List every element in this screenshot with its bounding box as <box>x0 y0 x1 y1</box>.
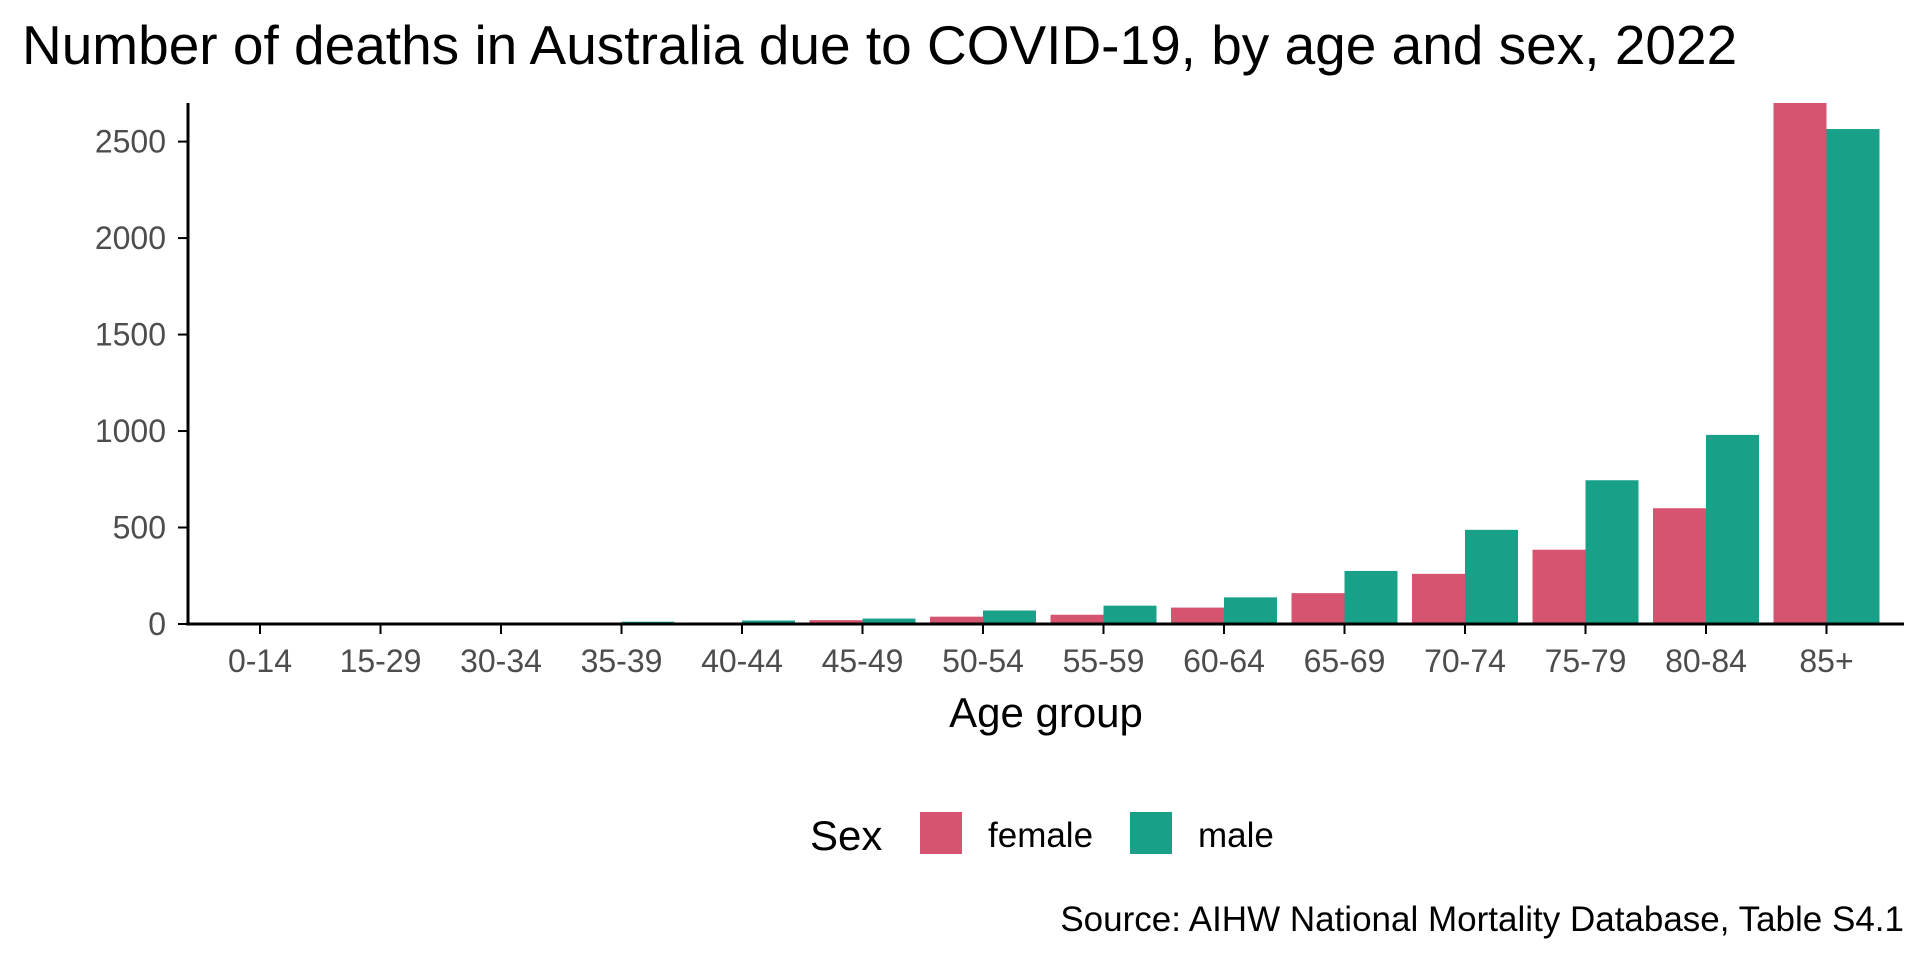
bar-male-65-69 <box>1344 570 1398 624</box>
bar-male-85+ <box>1826 129 1880 625</box>
x-tick-label-30-34: 30-34 <box>460 643 542 679</box>
bar-female-50-54 <box>930 616 983 624</box>
legend-title: Sex <box>810 812 882 859</box>
bar-male-60-64 <box>1224 597 1277 624</box>
bar-male-40-44 <box>742 620 795 624</box>
bar-female-70-74 <box>1412 573 1465 624</box>
x-tick-label-70-74: 70-74 <box>1424 643 1506 679</box>
x-tick-label-60-64: 60-64 <box>1183 643 1265 679</box>
x-tick-label-65-69: 65-69 <box>1304 643 1386 679</box>
chart-title: Number of deaths in Australia due to COV… <box>22 14 1737 76</box>
legend-swatch-male <box>1130 812 1172 854</box>
x-axis-ticks: 0-14 15-29 30-34 35-39 40-44 45-49 50-54 55-59 6… <box>228 624 1854 679</box>
chart-caption: Source: AIHW National Mortality Database… <box>1060 900 1904 939</box>
x-tick-label-15-29: 15-29 <box>340 643 422 679</box>
x-tick-label-55-59: 55-59 <box>1063 643 1145 679</box>
legend-swatch-female <box>920 812 962 854</box>
y-tick-label-1500: 1500 <box>95 317 166 353</box>
x-tick-label-75-79: 75-79 <box>1545 643 1627 679</box>
y-tick-label-0: 0 <box>148 606 166 642</box>
bar-female-75-79 <box>1532 549 1586 624</box>
bar-male-75-79 <box>1585 480 1639 624</box>
bar-male-55-59 <box>1103 605 1157 624</box>
y-axis-ticks: 0 500 1000 1500 2000 2500 <box>95 124 188 642</box>
y-tick-label-500: 500 <box>113 510 166 546</box>
bar-male-50-54 <box>983 610 1036 624</box>
bar-female-80-84 <box>1653 508 1706 624</box>
legend-label-female: female <box>988 816 1093 855</box>
bar-female-60-64 <box>1171 607 1224 624</box>
x-tick-label-85+: 85+ <box>1799 643 1853 679</box>
x-tick-label-45-49: 45-49 <box>822 643 904 679</box>
x-tick-label-80-84: 80-84 <box>1665 643 1747 679</box>
bar-male-45-49 <box>862 618 916 624</box>
x-tick-label-40-44: 40-44 <box>701 643 783 679</box>
bar-female-55-59 <box>1050 614 1104 624</box>
y-tick-label-2000: 2000 <box>95 220 166 256</box>
y-tick-label-2500: 2500 <box>95 124 166 160</box>
bar-female-45-49 <box>809 620 863 624</box>
bar-female-65-69 <box>1291 593 1345 624</box>
y-tick-label-1000: 1000 <box>95 413 166 449</box>
x-tick-label-0-14: 0-14 <box>228 643 292 679</box>
bar-layer <box>207 103 1880 625</box>
legend-label-male: male <box>1198 816 1274 855</box>
x-axis-title: Age group <box>949 689 1143 736</box>
legend: Sex female male <box>810 812 1274 859</box>
bar-male-80-84 <box>1706 434 1759 624</box>
x-tick-label-50-54: 50-54 <box>942 643 1024 679</box>
x-tick-label-35-39: 35-39 <box>581 643 663 679</box>
bar-male-70-74 <box>1465 529 1518 624</box>
bar-female-85+ <box>1773 103 1827 624</box>
